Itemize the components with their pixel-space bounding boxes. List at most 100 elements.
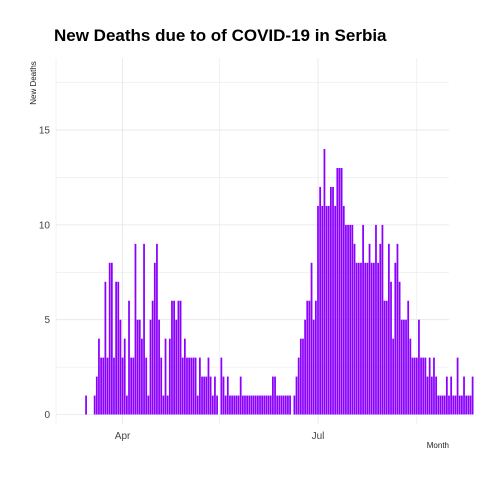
bar (317, 205, 319, 415)
bar (372, 262, 375, 415)
bar (426, 376, 429, 415)
bar (377, 262, 380, 415)
bar (231, 395, 233, 415)
bar (304, 319, 306, 415)
bar (113, 357, 115, 415)
bar (409, 338, 412, 415)
bar (400, 319, 403, 415)
bar (269, 395, 272, 415)
bar (194, 357, 197, 415)
bar (141, 338, 143, 415)
bar (403, 319, 405, 415)
bar (282, 395, 285, 415)
bar (216, 395, 218, 415)
bar (117, 281, 120, 415)
bar (420, 357, 422, 415)
bar (205, 376, 208, 415)
bar (443, 395, 446, 415)
x-tick-label: Jul (312, 431, 325, 442)
bar (85, 395, 87, 415)
bar (323, 149, 326, 415)
bar (469, 395, 472, 415)
bar (458, 395, 461, 415)
bar (149, 319, 152, 415)
bar (158, 319, 160, 415)
bar (263, 395, 266, 415)
bar (308, 300, 311, 415)
bar (345, 224, 347, 415)
bar (250, 395, 253, 415)
bar (237, 395, 240, 415)
bar (130, 357, 133, 415)
bar (435, 376, 437, 415)
bar (325, 205, 328, 415)
bar (168, 338, 171, 415)
bar (338, 167, 341, 415)
bar (357, 262, 360, 415)
bar (183, 338, 186, 415)
bar (450, 376, 453, 415)
bar (115, 281, 118, 415)
bar (428, 357, 431, 415)
bar (181, 357, 184, 415)
x-axis-title: Month (427, 441, 449, 450)
bar (336, 167, 339, 415)
bar (310, 262, 313, 415)
bar (246, 395, 249, 415)
bar (302, 338, 304, 415)
bar (134, 243, 137, 415)
y-axis-title: New Deaths (29, 61, 38, 105)
bar (248, 395, 251, 415)
bar (100, 357, 102, 415)
bar (252, 395, 255, 415)
bar (93, 395, 96, 415)
bar (461, 395, 463, 415)
bar (289, 395, 291, 415)
bar (284, 395, 287, 415)
y-tick-label: 5 (44, 315, 50, 326)
bar (156, 243, 158, 415)
bar (351, 224, 354, 415)
bar (342, 205, 345, 415)
bar (190, 357, 193, 415)
bar (147, 395, 150, 415)
bar (347, 224, 349, 415)
bar (287, 395, 289, 415)
bars-layer (85, 149, 474, 415)
bar (456, 357, 459, 415)
bar (330, 186, 332, 415)
y-tick-label: 15 (39, 126, 51, 137)
bar (306, 300, 309, 415)
bar (398, 281, 401, 415)
bar (224, 395, 227, 415)
bar (274, 376, 276, 415)
bar (439, 395, 442, 415)
bar (104, 281, 107, 415)
bar (261, 395, 264, 415)
bar (164, 338, 167, 415)
bar (383, 300, 386, 415)
bar (381, 224, 384, 415)
bar (430, 376, 433, 415)
bar (407, 300, 410, 415)
bar (445, 376, 448, 415)
bar (211, 395, 214, 415)
bar (123, 338, 126, 415)
bar (312, 319, 315, 415)
bar (353, 243, 356, 415)
bar (229, 395, 231, 415)
bar (276, 395, 279, 415)
bar (175, 319, 178, 415)
y-tick-label: 10 (39, 220, 51, 231)
bar (396, 243, 399, 415)
bar (119, 319, 122, 415)
bar (136, 319, 139, 415)
bar (220, 357, 223, 415)
bar (203, 376, 206, 415)
bar (201, 376, 203, 415)
bar (355, 262, 358, 415)
bar (160, 357, 163, 415)
bar (295, 376, 298, 415)
bar (121, 357, 124, 415)
